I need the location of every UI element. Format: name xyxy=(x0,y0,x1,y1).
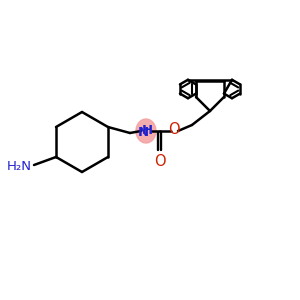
Text: O: O xyxy=(168,122,180,137)
Text: H: H xyxy=(141,124,152,136)
Text: O: O xyxy=(154,154,166,169)
Ellipse shape xyxy=(136,119,156,143)
Text: H₂N: H₂N xyxy=(7,160,32,172)
Text: N: N xyxy=(137,125,148,139)
